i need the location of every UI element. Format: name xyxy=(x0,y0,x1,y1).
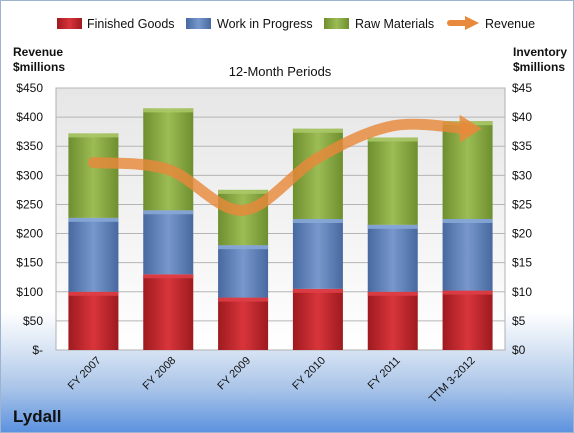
revenue-arrow-head xyxy=(459,114,482,143)
legend: Finished Goods Work in Progress Raw Mate… xyxy=(57,16,535,31)
left-tick-label: $50 xyxy=(23,314,43,328)
bar-cap-raw-materials xyxy=(367,137,418,142)
bar-finished-goods xyxy=(292,288,343,350)
left-axis-label-line1: Revenue xyxy=(13,45,63,59)
x-tick-label: TTM 3-2012 xyxy=(427,355,478,406)
company-name: Lydall xyxy=(13,407,62,426)
plot-area xyxy=(55,87,506,351)
bar-cap-work-in-progress xyxy=(442,219,493,223)
legend-label-revenue: Revenue xyxy=(485,17,535,31)
chart-title: 12-Month Periods xyxy=(229,64,332,79)
bar-cap-raw-materials xyxy=(143,108,194,113)
right-axis-label-line2: $millions xyxy=(513,60,565,74)
bar-finished-goods xyxy=(367,291,418,350)
bar-work-in-progress xyxy=(218,245,269,298)
left-tick-label: $300 xyxy=(16,168,43,182)
right-tick-label: $10 xyxy=(512,285,532,299)
bar-work-in-progress xyxy=(143,210,194,275)
left-tick-label: $200 xyxy=(16,227,43,241)
legend-swatch-work-in-progress xyxy=(186,18,211,29)
right-tick-label: $25 xyxy=(512,197,532,211)
right-axis-label-line1: Inventory xyxy=(513,45,567,59)
bar-cap-work-in-progress xyxy=(143,210,194,215)
bar-work-in-progress xyxy=(442,219,493,291)
bar-cap-finished-goods xyxy=(442,290,493,295)
bar-cap-finished-goods xyxy=(292,288,343,293)
bar-cap-work-in-progress xyxy=(218,245,269,250)
right-tick-label: $15 xyxy=(512,256,532,270)
bar-work-in-progress xyxy=(367,224,418,292)
x-tick-label: FY 2008 xyxy=(141,355,179,393)
left-tick-label: $400 xyxy=(16,110,43,124)
bar-cap-work-in-progress xyxy=(292,219,343,223)
gridlines xyxy=(56,87,505,322)
x-tick-label: FY 2009 xyxy=(215,355,253,393)
bar-raw-materials xyxy=(367,137,418,225)
x-tick-label: FY 2007 xyxy=(66,355,104,393)
bar-finished-goods xyxy=(68,291,119,350)
left-tick-label: $350 xyxy=(16,139,43,153)
bar-cap-finished-goods xyxy=(218,297,269,302)
x-axis-labels: FY 2007 FY 2008 FY 2009 FY 2010 FY 2011 TTM 3… xyxy=(66,355,478,406)
left-tick-label: $150 xyxy=(16,256,43,270)
legend-swatch-finished-goods xyxy=(57,18,82,29)
left-tick-label: $450 xyxy=(16,81,43,95)
bar-finished-goods xyxy=(442,290,493,350)
bar-cap-raw-materials xyxy=(218,189,269,194)
bar-cap-work-in-progress xyxy=(367,224,418,229)
bar-work-in-progress xyxy=(292,219,343,289)
legend-label-finished-goods: Finished Goods xyxy=(87,17,175,31)
right-tick-label: $35 xyxy=(512,139,532,153)
left-tick-label: $100 xyxy=(16,285,43,299)
legend-label-raw-materials: Raw Materials xyxy=(355,17,434,31)
right-axis-ticks: $0 $5 $10 $15 $20 $25 $30 $35 $40 $45 xyxy=(512,81,532,357)
bar-raw-materials xyxy=(68,133,119,218)
revenue-line xyxy=(87,114,482,216)
bar-work-in-progress xyxy=(68,217,119,292)
legend-swatch-raw-materials xyxy=(324,18,349,29)
bar-cap-finished-goods xyxy=(68,291,119,296)
legend-swatch-revenue xyxy=(447,16,479,30)
bar-raw-materials xyxy=(143,108,194,211)
bar-cap-raw-materials xyxy=(292,128,343,133)
right-tick-label: $5 xyxy=(512,314,526,328)
revenue-series-line xyxy=(87,118,474,216)
bar-cap-raw-materials xyxy=(68,133,119,138)
legend-label-work-in-progress: Work in Progress xyxy=(217,17,313,31)
left-tick-label: $250 xyxy=(16,197,43,211)
left-tick-label: $- xyxy=(32,343,43,357)
bar-finished-goods xyxy=(143,274,194,350)
right-tick-label: $40 xyxy=(512,110,532,124)
right-tick-label: $30 xyxy=(512,168,532,182)
right-tick-label: $20 xyxy=(512,227,532,241)
x-tick-label: FY 2011 xyxy=(366,355,403,392)
bar-cap-finished-goods xyxy=(367,291,418,296)
left-axis-ticks: $- $50 $100 $150 $200 $250 $300 $350 $400 $450 xyxy=(16,81,43,357)
right-tick-label: $0 xyxy=(512,343,526,357)
x-tick-label: FY 2010 xyxy=(290,355,328,393)
left-axis-label-line2: $millions xyxy=(13,60,65,74)
bars xyxy=(68,108,493,350)
bar-cap-finished-goods xyxy=(143,274,194,279)
bar-cap-work-in-progress xyxy=(68,217,119,222)
right-tick-label: $45 xyxy=(512,81,532,95)
bar-finished-goods xyxy=(218,297,269,350)
